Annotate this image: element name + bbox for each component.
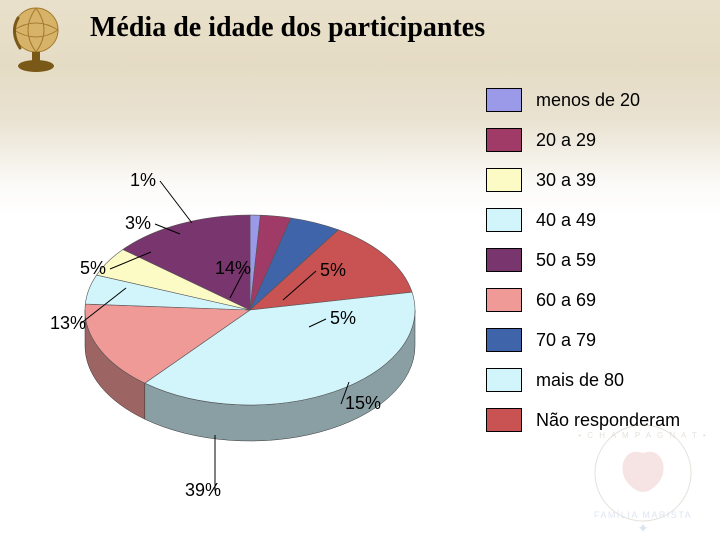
slice-percent-label: 15%: [345, 393, 381, 413]
legend-item: menos de 20: [486, 88, 694, 112]
slice-percent-label: 14%: [215, 258, 251, 278]
slice-percent-label: 3%: [125, 213, 151, 233]
legend-label: 20 a 29: [536, 130, 596, 151]
watermark-logo: • C H A M P A G N A T • FAMÍLIA MARISTA …: [568, 418, 718, 538]
slice-percent-label: 1%: [130, 170, 156, 190]
legend-swatch: [486, 368, 522, 392]
legend-label: 40 a 49: [536, 210, 596, 231]
legend-swatch: [486, 248, 522, 272]
legend-label: mais de 80: [536, 370, 624, 391]
svg-text:FAMÍLIA MARISTA: FAMÍLIA MARISTA: [594, 510, 692, 520]
slide-root: Média de idade dos participantes 1% 3% 5% 5…: [0, 0, 720, 540]
legend-swatch: [486, 408, 522, 432]
legend-swatch: [486, 328, 522, 352]
legend-swatch: [486, 88, 522, 112]
slice-percent-label: 39%: [185, 480, 221, 500]
globe-icon: [6, 2, 66, 82]
legend-item: 70 a 79: [486, 328, 694, 352]
legend-item: 20 a 29: [486, 128, 694, 152]
legend-swatch: [486, 288, 522, 312]
legend-item: 40 a 49: [486, 208, 694, 232]
legend: menos de 20 20 a 29 30 a 39 40 a 49 50 a 59 6…: [486, 88, 694, 448]
svg-text:✦: ✦: [637, 520, 649, 536]
legend-swatch: [486, 208, 522, 232]
legend-item: 50 a 59: [486, 248, 694, 272]
slice-percent-label: 13%: [50, 313, 86, 333]
legend-item: mais de 80: [486, 368, 694, 392]
legend-item: 30 a 39: [486, 168, 694, 192]
legend-label: 50 a 59: [536, 250, 596, 271]
slice-percent-label: 5%: [80, 258, 106, 278]
leader-line: [160, 181, 192, 223]
legend-label: 30 a 39: [536, 170, 596, 191]
slice-percent-label: 5%: [330, 308, 356, 328]
svg-text:• C H A M P A G N A T •: • C H A M P A G N A T •: [578, 431, 707, 440]
legend-label: 60 a 69: [536, 290, 596, 311]
legend-label: 70 a 79: [536, 330, 596, 351]
legend-swatch: [486, 168, 522, 192]
pie-chart: 1% 3% 5% 5% 14% 15% 5% 39% 13%: [20, 90, 470, 510]
legend-swatch: [486, 128, 522, 152]
legend-label: menos de 20: [536, 90, 640, 111]
slice-percent-label: 5%: [320, 260, 346, 280]
chart-title: Média de idade dos participantes: [90, 12, 485, 44]
legend-item: 60 a 69: [486, 288, 694, 312]
